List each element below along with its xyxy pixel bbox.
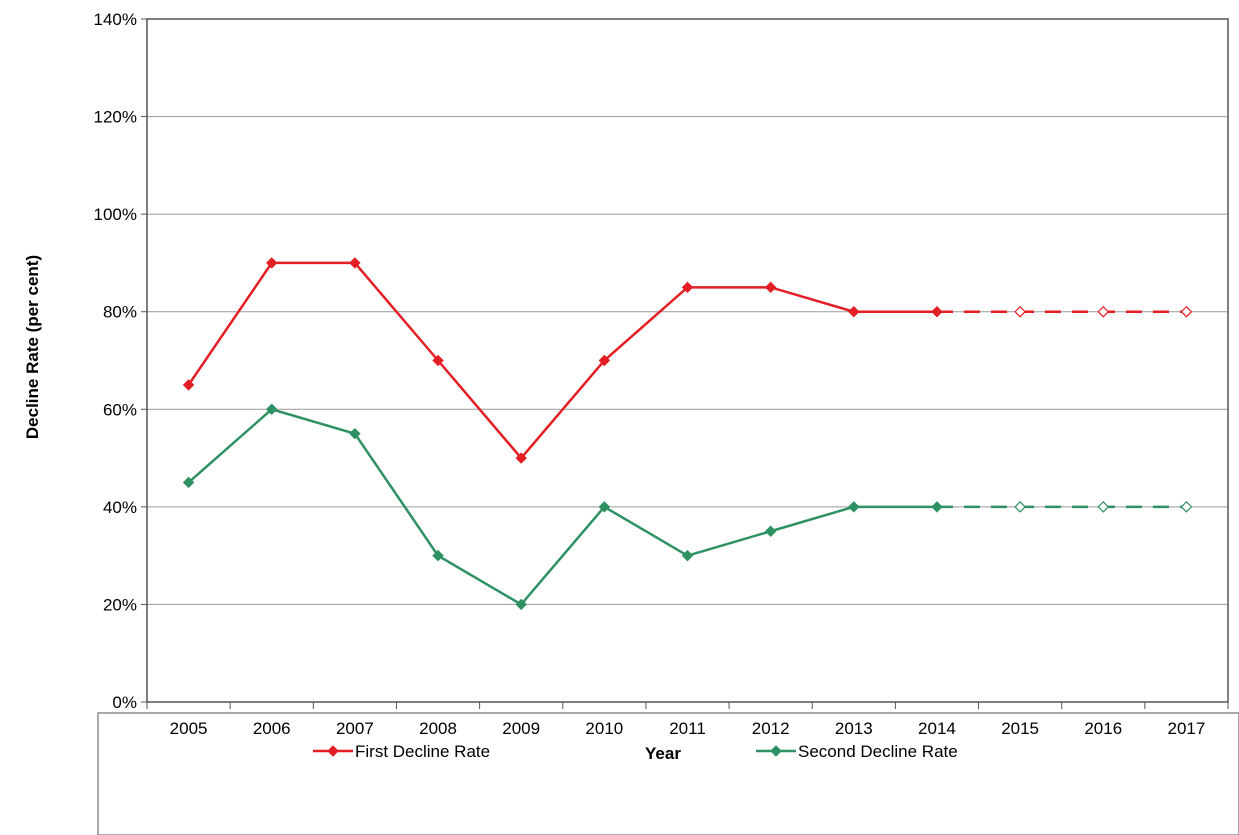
data-point bbox=[182, 476, 195, 489]
data-point bbox=[848, 306, 860, 318]
series-group bbox=[182, 257, 1193, 611]
data-point bbox=[432, 354, 444, 367]
legend-swatch-marker bbox=[770, 745, 782, 757]
x-tick-label: 2011 bbox=[669, 719, 706, 738]
data-point bbox=[1097, 501, 1110, 513]
series-2 bbox=[182, 403, 1193, 611]
data-point bbox=[349, 427, 361, 440]
x-tick-label: 2013 bbox=[835, 719, 873, 738]
data-point bbox=[848, 501, 860, 513]
y-tick-label: 120% bbox=[94, 108, 137, 127]
legend-label: First Decline Rate bbox=[355, 742, 490, 761]
legend-item-2: Second Decline Rate bbox=[756, 742, 958, 761]
y-tick-label: 140% bbox=[94, 10, 137, 29]
data-point bbox=[764, 525, 777, 537]
plot-area-frame bbox=[146, 18, 1229, 703]
x-tick-label: 2012 bbox=[752, 719, 790, 738]
data-point bbox=[931, 501, 943, 513]
data-point bbox=[266, 403, 278, 415]
data-point bbox=[598, 501, 611, 513]
x-tick-label: 2006 bbox=[253, 719, 291, 738]
data-point bbox=[764, 281, 777, 294]
legend-swatch-marker bbox=[327, 745, 339, 757]
data-point bbox=[931, 306, 943, 318]
gridlines bbox=[147, 18, 1228, 605]
y-tick-label: 60% bbox=[103, 400, 137, 419]
axes bbox=[146, 18, 1229, 703]
data-point bbox=[266, 257, 278, 269]
data-point bbox=[515, 452, 527, 464]
y-axis-title: Decline Rate (per cent) bbox=[23, 255, 42, 439]
x-tick-label: 2009 bbox=[502, 719, 540, 738]
y-tick-label: 100% bbox=[94, 205, 137, 224]
x-tick-label: 2007 bbox=[336, 719, 374, 738]
data-point bbox=[1180, 305, 1193, 318]
series-line bbox=[187, 261, 937, 460]
data-point bbox=[598, 354, 611, 367]
data-point bbox=[515, 598, 527, 611]
data-point bbox=[1180, 501, 1193, 513]
x-axis-title: Year bbox=[645, 744, 681, 763]
y-tick-label: 40% bbox=[103, 498, 137, 517]
legend-item-1: First Decline Rate bbox=[313, 742, 490, 761]
legend-label: Second Decline Rate bbox=[798, 742, 958, 761]
legend: First Decline Rate Second Decline Rate bbox=[97, 712, 1239, 835]
series-line bbox=[187, 407, 937, 607]
x-tick-label: 2014 bbox=[918, 719, 956, 738]
x-axis-ticks: 2005 2006 2007 2008 2009 2010 2011 2012 2013 2014… bbox=[146, 702, 1229, 738]
y-tick-label: 20% bbox=[103, 595, 137, 614]
data-point bbox=[432, 549, 444, 562]
x-tick-label: 2015 bbox=[1001, 719, 1039, 738]
y-axis-ticks: 0% 20% 40% 60% 80% 100% 120% 140% bbox=[94, 10, 147, 712]
data-point bbox=[681, 549, 694, 562]
x-tick-label: 2016 bbox=[1084, 719, 1122, 738]
data-point bbox=[349, 257, 361, 269]
data-point bbox=[681, 281, 694, 294]
data-point bbox=[182, 379, 195, 391]
series-1 bbox=[182, 257, 1193, 464]
x-tick-label: 2017 bbox=[1168, 719, 1206, 738]
data-point bbox=[1014, 501, 1026, 513]
y-tick-label: 0% bbox=[112, 693, 137, 712]
x-tick-label: 2008 bbox=[419, 719, 457, 738]
legend-box bbox=[97, 712, 1239, 835]
x-tick-label: 2005 bbox=[170, 719, 208, 738]
y-tick-label: 80% bbox=[103, 303, 137, 322]
data-point bbox=[1014, 305, 1026, 318]
x-tick-label: 2010 bbox=[585, 719, 623, 738]
data-point bbox=[1097, 305, 1110, 318]
